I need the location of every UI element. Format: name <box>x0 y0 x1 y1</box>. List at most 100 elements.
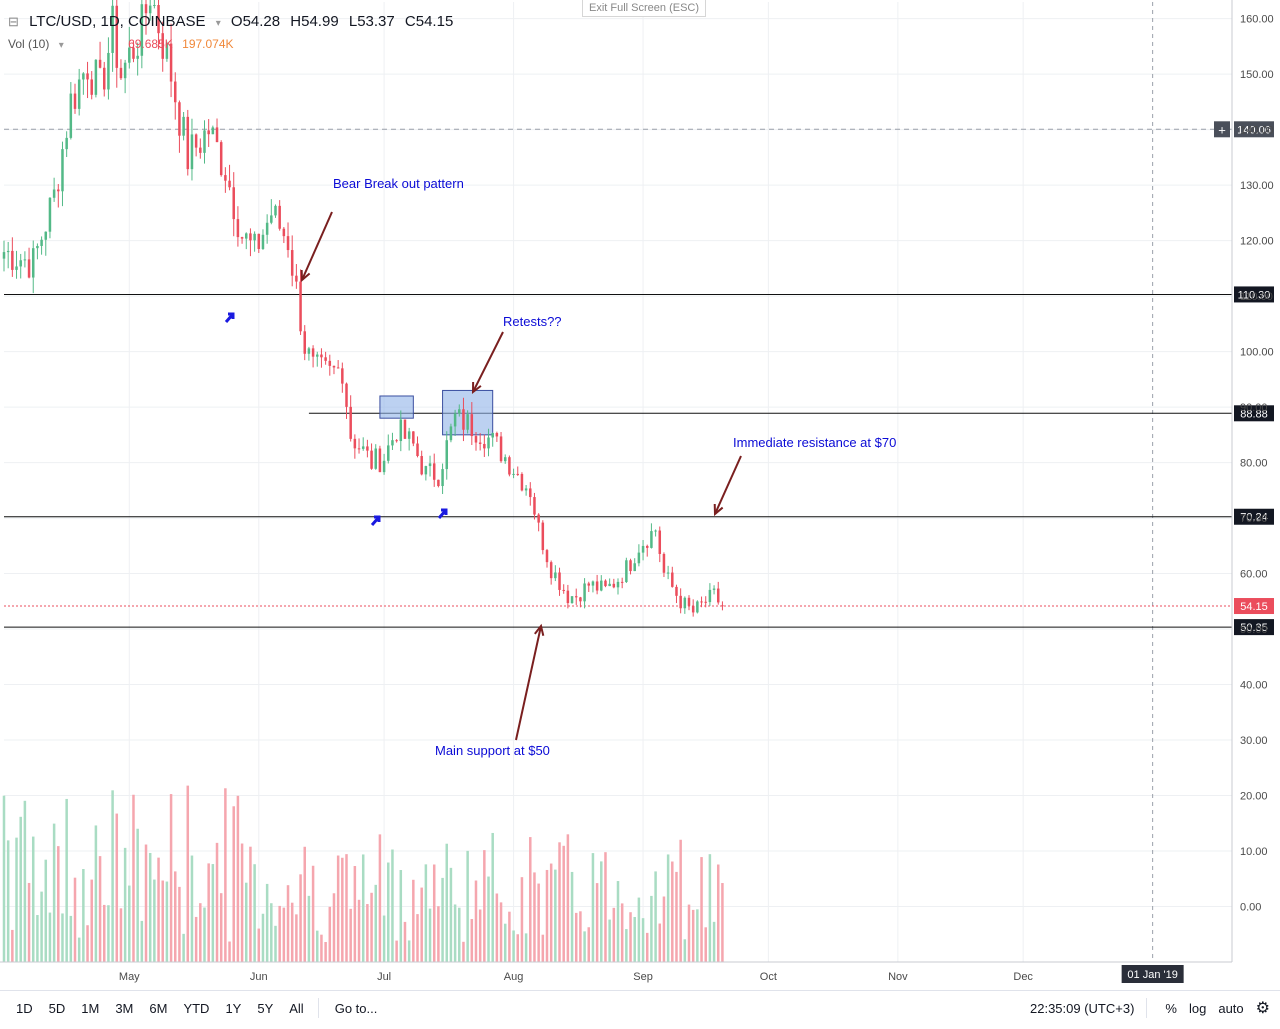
range-button-1y[interactable]: 1Y <box>225 1000 242 1016</box>
candle <box>529 482 532 506</box>
candle-body <box>691 605 695 613</box>
axes: 0.00 10.00 20.00 30.00 40.00 50.00 60.00 70.00 8… <box>0 0 1274 983</box>
volume-bar <box>324 941 327 962</box>
time-highlight-label: 01 Jan '19 <box>1127 969 1177 981</box>
candle-body <box>15 266 18 270</box>
candle-body <box>132 47 135 59</box>
volume-bar <box>683 939 687 962</box>
percent-toggle[interactable]: % <box>1165 1000 1177 1016</box>
gear-icon[interactable]: ⚙ <box>1255 1000 1270 1017</box>
volume-bar <box>173 871 177 962</box>
candle-body <box>224 175 227 181</box>
candle <box>716 581 720 605</box>
candle-body <box>161 33 164 59</box>
log-toggle[interactable]: log <box>1188 1000 1207 1016</box>
volume-bar <box>466 850 469 962</box>
candle-body <box>299 281 302 332</box>
range-button-1d[interactable]: 1D <box>16 1000 33 1016</box>
candle <box>282 227 286 244</box>
candle <box>462 397 465 442</box>
volume-bar <box>119 908 123 962</box>
candle <box>57 184 60 208</box>
collapse-icon[interactable]: ⊟ <box>8 14 19 29</box>
clock[interactable]: 22:35:09 (UTC+3) <box>1030 1000 1135 1016</box>
range-button-5d[interactable]: 5D <box>48 1000 66 1016</box>
volume-bar <box>625 929 628 962</box>
candle-body <box>336 367 340 369</box>
volume-bar <box>215 842 219 962</box>
candle-body <box>123 62 127 79</box>
arrow-head <box>300 269 311 283</box>
candle-body <box>240 237 244 239</box>
candle <box>595 574 599 595</box>
volume-bar <box>595 883 599 962</box>
candle-body <box>148 5 152 14</box>
volume-bar <box>495 893 499 962</box>
candle-body <box>249 233 252 241</box>
candle-body <box>432 463 436 480</box>
volume-bar <box>470 919 474 962</box>
candle <box>432 453 436 487</box>
candle <box>378 445 382 473</box>
price-tick-label: 80.00 <box>1240 458 1268 470</box>
candle <box>324 351 327 365</box>
goto-button[interactable]: Go to... <box>334 1000 378 1016</box>
level-price-label: 50.35 <box>1240 622 1268 634</box>
range-button-5y[interactable]: 5Y <box>257 1000 274 1016</box>
dropdown-caret-icon[interactable]: ▾ <box>215 18 221 29</box>
volume-bar <box>44 859 48 962</box>
candle <box>554 565 557 582</box>
candle <box>140 0 144 69</box>
candle <box>407 427 411 451</box>
volume-bar <box>524 933 528 962</box>
volume-bar <box>290 902 294 962</box>
candle <box>370 443 373 470</box>
volume-bar <box>483 850 486 962</box>
candle <box>645 544 649 557</box>
candle-body <box>566 590 570 604</box>
volume-bar <box>253 864 256 962</box>
price-tick-label: 60.00 <box>1240 569 1268 581</box>
range-button-1m[interactable]: 1M <box>81 1000 100 1016</box>
volume-bar <box>650 895 653 962</box>
candle <box>148 0 152 21</box>
candle-body <box>629 560 632 572</box>
candle <box>6 241 10 269</box>
volume-bar <box>73 877 77 962</box>
candle-body <box>529 488 532 498</box>
volume-bar <box>211 864 215 962</box>
divider <box>1146 998 1148 1018</box>
volume-bar <box>458 907 461 962</box>
volume-label[interactable]: Vol (10) <box>8 37 50 51</box>
range-button-3m[interactable]: 3M <box>115 1000 134 1016</box>
range-button-6m[interactable]: 6M <box>149 1000 168 1016</box>
volume-bar <box>94 825 98 962</box>
time-tick-label: Nov <box>888 971 908 983</box>
range-button-ytd[interactable]: YTD <box>183 1000 210 1016</box>
volume-bar <box>345 854 348 962</box>
candle <box>349 395 352 442</box>
auto-toggle[interactable]: auto <box>1218 1000 1244 1016</box>
candle <box>253 231 256 252</box>
range-button-all[interactable]: All <box>289 1000 304 1016</box>
dropdown-caret-icon[interactable]: ▾ <box>58 40 64 51</box>
candle <box>61 141 64 207</box>
candle-body <box>524 488 528 491</box>
volume-bar <box>265 883 269 962</box>
volume-bar <box>387 862 390 962</box>
candle-body <box>207 130 210 135</box>
open-key: O <box>230 13 243 30</box>
volume-bar <box>328 906 332 962</box>
price-tick-label: 30.00 <box>1240 735 1268 747</box>
candle-body <box>370 450 373 469</box>
volume-bar <box>712 921 716 962</box>
symbol-name[interactable]: LTC/USD, 1D, COINBASE <box>29 13 206 30</box>
volume-bar <box>696 909 699 962</box>
candle-body <box>412 431 415 444</box>
candle <box>265 214 269 244</box>
volume-bar <box>428 908 432 962</box>
time-tick-label: Aug <box>504 971 524 983</box>
exit-fullscreen-button[interactable]: Exit Full Screen (ESC) <box>582 0 706 17</box>
